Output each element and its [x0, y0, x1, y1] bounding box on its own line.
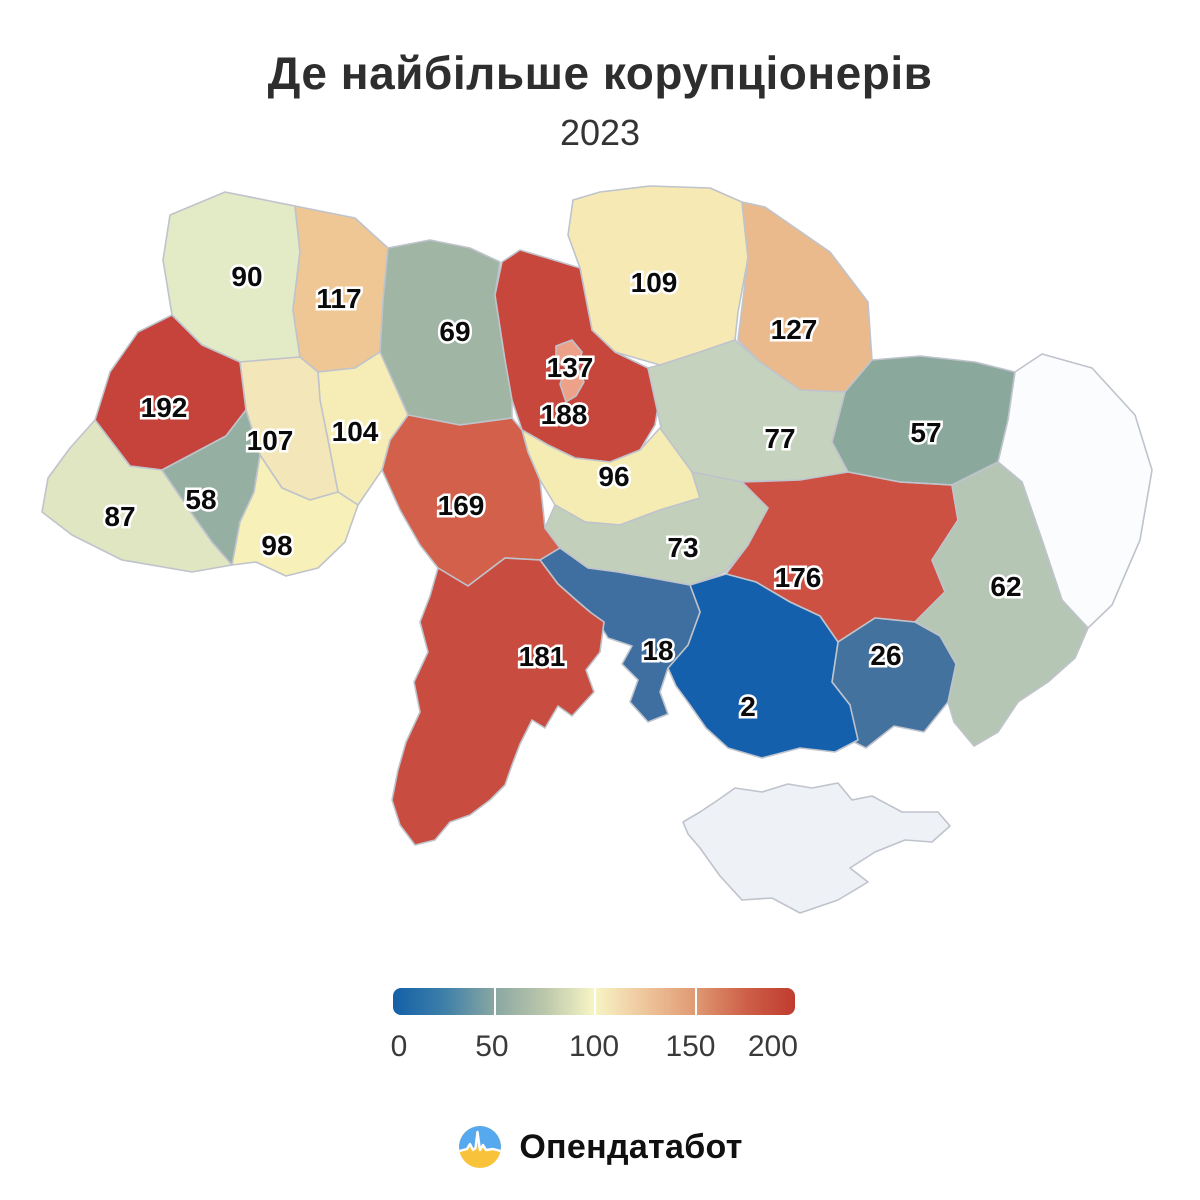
- region-value-label: 192: [141, 392, 188, 423]
- region-value-label: 18: [642, 635, 673, 666]
- region-value-label: 26: [870, 640, 901, 671]
- legend-tick: 100: [568, 1030, 620, 1063]
- region-value-label: 96: [598, 461, 629, 492]
- chart-year: 2023: [559, 112, 641, 153]
- legend-ticks: 0 50 100 150 200: [390, 1030, 798, 1066]
- region-value-label: 169: [438, 490, 485, 521]
- region-crimea[interactable]: [682, 782, 951, 914]
- region-value-label: 117: [316, 283, 361, 314]
- region-odesa[interactable]: [391, 557, 605, 846]
- region-value-label: 57: [910, 417, 941, 448]
- opendatabot-logo-icon: [459, 1126, 502, 1168]
- logo-pulse-line: [459, 1130, 502, 1153]
- brand-footer: Опендатабот: [0, 1124, 1200, 1170]
- region-value-label: 73: [667, 532, 698, 563]
- region-value-label: 109: [631, 267, 678, 298]
- region-value-label: 62: [990, 571, 1021, 602]
- legend-tick: 0: [390, 1030, 408, 1063]
- legend-tick: 200: [747, 1030, 798, 1063]
- legend-separator: [594, 988, 596, 1015]
- region-value-label: 69: [439, 316, 470, 347]
- region-value-label: 127: [771, 314, 818, 345]
- region-chernivtsi[interactable]: [231, 454, 359, 577]
- region-value-label: 90: [231, 261, 262, 292]
- chart-title: Де найбільше корупціонерів: [267, 47, 933, 99]
- region-value-label: 2: [740, 691, 756, 722]
- region-value-label: 77: [764, 423, 795, 454]
- region-value-label: 87: [104, 501, 135, 532]
- region-value-label: 181: [519, 641, 566, 672]
- region-value-label: 137: [547, 352, 594, 383]
- legend-tick: 150: [665, 1030, 716, 1063]
- region-value-label: 176: [775, 562, 822, 593]
- region-kyiv-city[interactable]: [555, 339, 585, 403]
- region-value-label: 188: [541, 399, 588, 430]
- legend-tick: 50: [475, 1030, 509, 1063]
- region-value-label: 104: [332, 416, 379, 447]
- legend-gradient-bar: [393, 988, 795, 1015]
- region-value-label: 98: [261, 530, 292, 561]
- brand-name: Опендатабот: [519, 1127, 743, 1166]
- region-value-label: 107: [247, 425, 294, 456]
- region-donetsk[interactable]: [899, 461, 1089, 747]
- region-value-label: 58: [185, 484, 216, 515]
- legend-separator: [694, 988, 697, 1015]
- legend-separator: [493, 988, 496, 1015]
- region-kherson[interactable]: [667, 573, 859, 759]
